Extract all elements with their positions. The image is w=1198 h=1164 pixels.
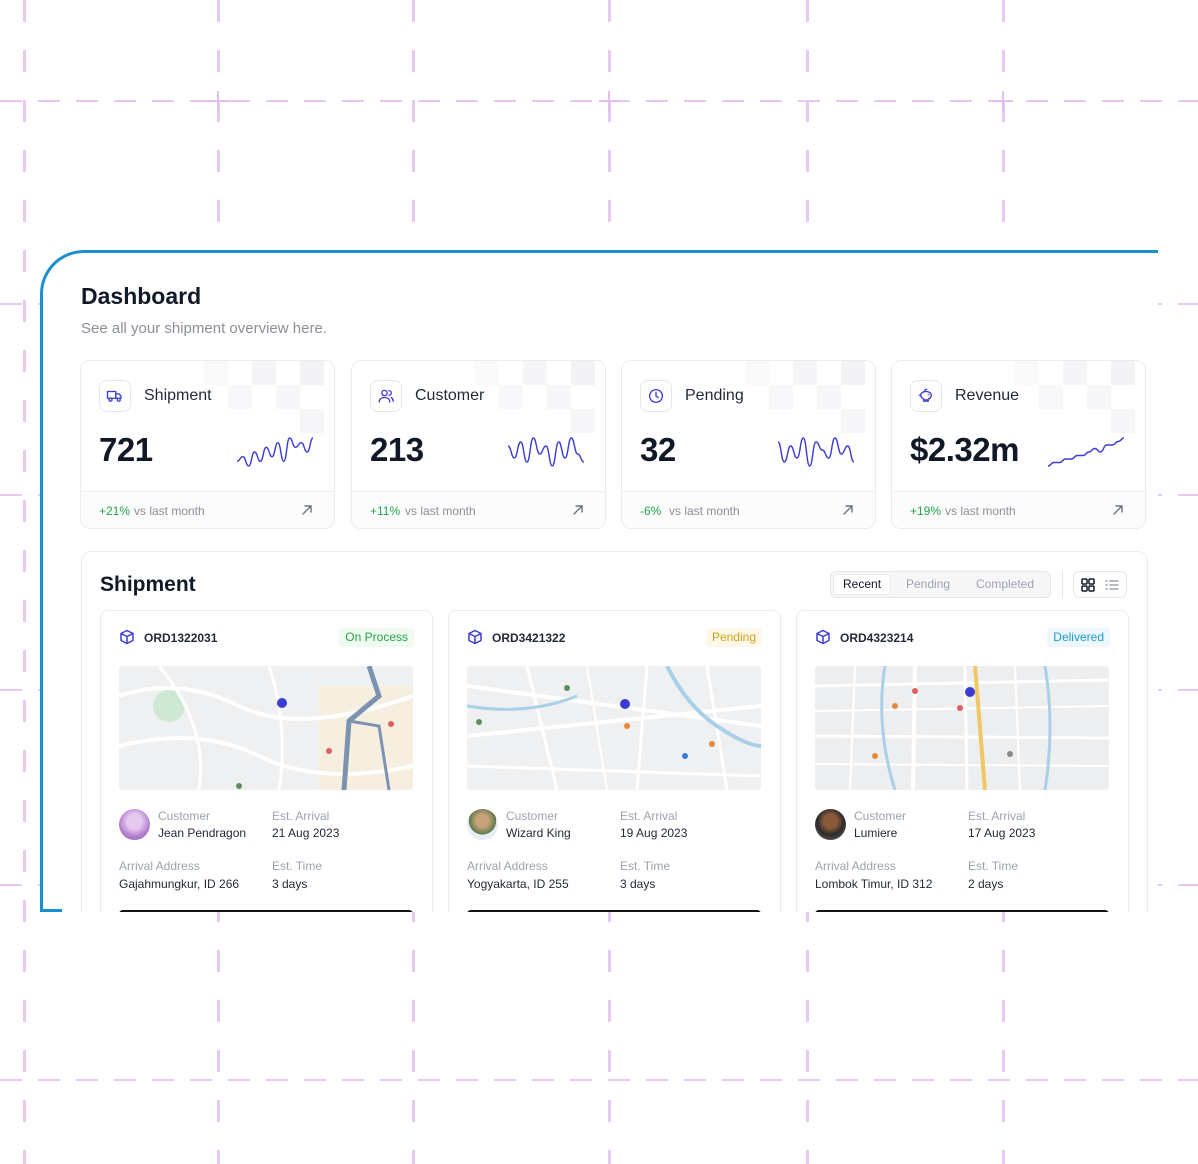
arrival-address-value: Yogyakarta, ID 255 xyxy=(467,877,569,891)
customer-name: Lumiere xyxy=(854,826,898,840)
tab-pending[interactable]: Pending xyxy=(906,577,951,591)
est-time-value: 3 days xyxy=(272,877,308,891)
grid-view-icon[interactable] xyxy=(1079,576,1097,594)
shipment-card[interactable]: ORD3421322 Pending Cust xyxy=(448,610,781,912)
truck-icon xyxy=(99,380,131,412)
details-button[interactable] xyxy=(119,910,413,912)
customer-label: Customer xyxy=(854,809,907,823)
arrow-up-right-icon[interactable] xyxy=(300,503,314,517)
stat-value: 721 xyxy=(99,431,153,468)
list-view-icon[interactable] xyxy=(1103,576,1121,594)
est-time-value: 2 days xyxy=(968,877,1004,891)
arrival-address-value: Lombok Timur, ID 312 xyxy=(815,877,933,891)
avatar xyxy=(815,809,846,840)
stat-compare-text: vs last month xyxy=(405,504,476,518)
window-corner-accent xyxy=(40,909,62,912)
order-id: ORD1322031 xyxy=(144,631,218,645)
est-time-value: 3 days xyxy=(620,877,656,891)
stat-value: 213 xyxy=(370,431,424,468)
stat-compare-text: vs last month xyxy=(945,504,1016,518)
est-time-label: Est. Time xyxy=(968,859,1019,873)
package-icon xyxy=(468,629,482,645)
route-map[interactable] xyxy=(119,666,413,790)
stat-card-pending[interactable]: Pending 32 -6% vs last month xyxy=(621,360,876,529)
stat-delta: +21% xyxy=(99,504,131,518)
sparkline-path xyxy=(236,437,314,467)
package-icon xyxy=(120,629,134,645)
stat-delta: +19% xyxy=(910,504,942,518)
arrow-up-right-icon[interactable] xyxy=(1111,503,1125,517)
est-arrival-value: 17 Aug 2023 xyxy=(968,826,1036,840)
customer-name: Wizard King xyxy=(506,826,571,840)
stat-card-shipment[interactable]: Shipment 721 +21% vs last month xyxy=(80,360,335,529)
tab-completed[interactable]: Completed xyxy=(976,577,1035,591)
stat-value: $2.32m xyxy=(910,431,1019,468)
arrival-address-label: Arrival Address xyxy=(119,859,200,873)
stat-compare-text: vs last month xyxy=(669,504,740,518)
status-badge: Pending xyxy=(705,628,762,647)
sparkline xyxy=(507,437,585,467)
shipment-panel: Shipment Recent Pending Completed ORD132… xyxy=(81,551,1148,912)
stat-label: Shipment xyxy=(144,387,212,404)
stat-value: 32 xyxy=(640,431,676,468)
arrow-up-right-icon[interactable] xyxy=(571,503,585,517)
dashboard-window: Dashboard See all your shipment overview… xyxy=(40,250,1158,912)
stat-card-revenue[interactable]: Revenue $2.32m +19% vs last month xyxy=(891,360,1146,529)
stat-card-customer[interactable]: Customer 213 +11% vs last month xyxy=(351,360,606,529)
users-icon xyxy=(370,380,402,412)
route-map[interactable] xyxy=(467,666,761,790)
details-button[interactable] xyxy=(467,910,761,912)
toolbar-divider xyxy=(1062,571,1063,598)
order-id: ORD4323214 xyxy=(840,631,914,645)
est-time-label: Est. Time xyxy=(620,859,671,873)
status-badge: Delivered xyxy=(1047,628,1110,647)
stat-label: Customer xyxy=(415,387,485,404)
avatar xyxy=(119,809,150,840)
page-subtitle: See all your shipment overview here. xyxy=(81,320,327,337)
sparkline xyxy=(236,437,314,467)
customer-label: Customer xyxy=(506,809,559,823)
section-title: Shipment xyxy=(100,573,196,596)
page-title: Dashboard xyxy=(81,283,202,309)
shipment-card[interactable]: ORD4323214 Delivered xyxy=(796,610,1129,912)
stat-delta: -6% xyxy=(640,504,662,518)
route-map[interactable] xyxy=(815,666,1109,790)
shipment-card[interactable]: ORD1322031 On Process Customer Jean Pend… xyxy=(100,610,433,912)
arrow-up-right-icon[interactable] xyxy=(841,503,855,517)
clock-icon xyxy=(640,380,672,412)
piggy-bank-icon xyxy=(910,380,942,412)
sparkline-path xyxy=(507,437,585,467)
est-arrival-label: Est. Arrival xyxy=(968,809,1026,823)
arrival-address-value: Gajahmungkur, ID 266 xyxy=(119,877,240,891)
arrival-address-label: Arrival Address xyxy=(467,859,548,873)
stat-label: Revenue xyxy=(955,387,1020,404)
est-time-label: Est. Time xyxy=(272,859,323,873)
shipment-filter-tabs: Recent Pending Completed xyxy=(830,571,1051,598)
view-toggle xyxy=(1073,571,1127,598)
stat-label: Pending xyxy=(685,387,744,404)
est-arrival-value: 21 Aug 2023 xyxy=(272,826,340,840)
est-arrival-label: Est. Arrival xyxy=(620,809,678,823)
package-icon xyxy=(816,629,830,645)
stat-delta: +11% xyxy=(370,504,401,518)
est-arrival-value: 19 Aug 2023 xyxy=(620,826,688,840)
tab-recent[interactable]: Recent xyxy=(833,574,892,595)
customer-label: Customer xyxy=(158,809,211,823)
sparkline xyxy=(777,437,855,467)
stat-compare-text: vs last month xyxy=(134,504,205,518)
sparkline-path xyxy=(1047,437,1125,467)
customer-name: Jean Pendragon xyxy=(158,826,247,840)
sparkline xyxy=(1047,437,1125,467)
details-button[interactable] xyxy=(815,910,1109,912)
arrival-address-label: Arrival Address xyxy=(815,859,896,873)
est-arrival-label: Est. Arrival xyxy=(272,809,330,823)
avatar xyxy=(467,809,498,840)
sparkline-path xyxy=(777,437,855,467)
status-badge: On Process xyxy=(339,628,414,647)
order-id: ORD3421322 xyxy=(492,631,566,645)
